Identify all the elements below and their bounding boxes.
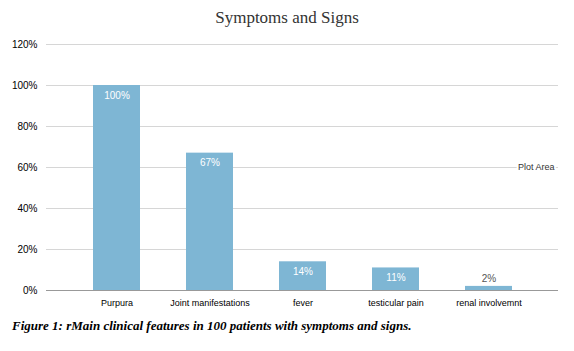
svg-text:fever: fever	[293, 298, 313, 308]
html-text:Symptoms and Signs: Symptoms and Signs	[215, 8, 359, 27]
svg-text:100%: 100%	[12, 80, 38, 91]
svg-text:40%: 40%	[17, 203, 37, 214]
svg-text:Plot Area: Plot Area	[518, 162, 555, 172]
svg-text:testicular pain: testicular pain	[368, 298, 424, 308]
svg-text:60%: 60%	[17, 162, 37, 173]
svg-text:0%: 0%	[23, 285, 38, 296]
svg-text:80%: 80%	[17, 121, 37, 132]
svg-text:11%: 11%	[386, 272, 405, 283]
svg-text:67%: 67%	[200, 157, 220, 168]
svg-text:Joint manifestations: Joint manifestations	[170, 298, 250, 308]
svg-text:20%: 20%	[17, 244, 37, 255]
html-text:Figure 1: rMain clinical featu: Figure 1: rMain clinical features in 100…	[12, 318, 412, 333]
svg-text:2%: 2%	[482, 273, 497, 284]
svg-text:renal involvemnt: renal involvemnt	[456, 298, 522, 308]
svg-text:14%: 14%	[293, 266, 313, 277]
svg-text:Purpura: Purpura	[101, 298, 133, 308]
svg-text:120%: 120%	[12, 39, 38, 50]
svg-text:100%: 100%	[104, 90, 130, 101]
